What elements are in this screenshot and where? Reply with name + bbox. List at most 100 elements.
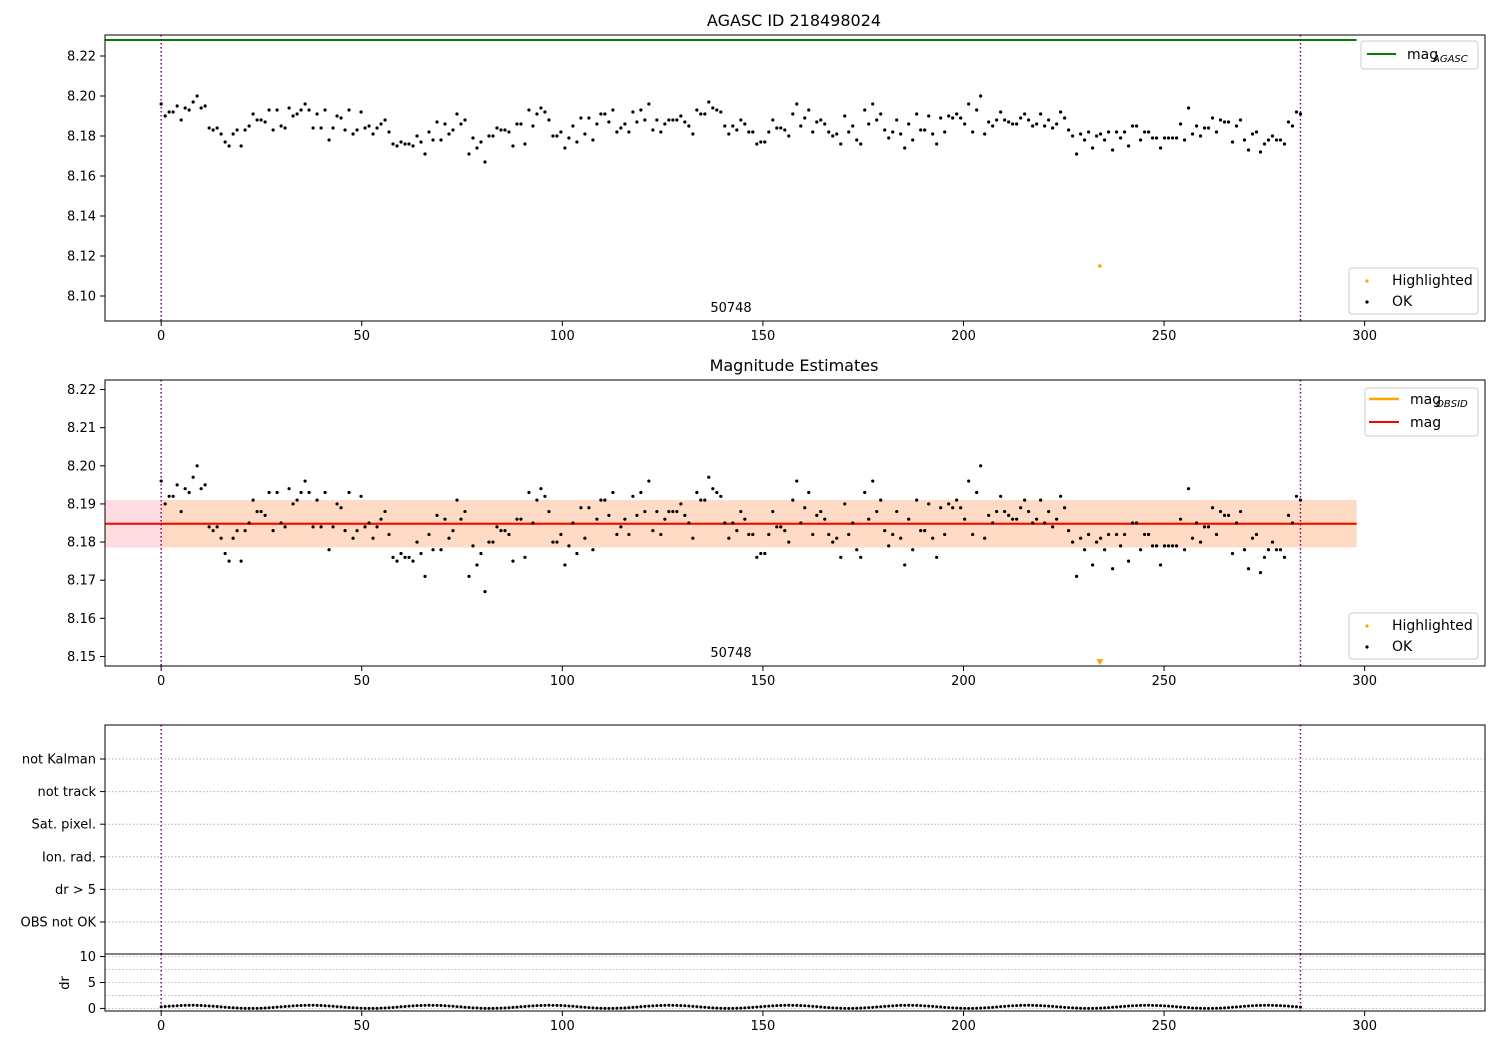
ok-point	[787, 540, 791, 544]
ok-point	[907, 122, 911, 126]
ok-point	[851, 521, 855, 525]
ok-point	[815, 120, 819, 124]
ok-point	[1286, 513, 1291, 517]
ok-point	[287, 106, 291, 110]
ok-point	[1206, 525, 1211, 529]
ok-point	[723, 124, 727, 128]
mag-obs-annotation: 50748	[710, 646, 751, 661]
ok-point	[1075, 574, 1079, 578]
dr-point	[1254, 1004, 1258, 1008]
ok-point	[675, 509, 679, 514]
ok-point	[423, 574, 427, 578]
dr-point	[359, 1006, 363, 1010]
ok-point	[615, 532, 619, 537]
ok-point	[1110, 567, 1115, 571]
ok-point	[575, 551, 579, 556]
dr-point	[1035, 1003, 1039, 1007]
ok-point	[395, 144, 399, 148]
dr-point	[675, 1003, 679, 1007]
ok-point	[247, 124, 251, 128]
ok-point	[1094, 134, 1099, 138]
ok-point	[1158, 146, 1163, 150]
dr-point	[627, 1006, 631, 1010]
ok-point	[211, 529, 215, 533]
mag-legend-ok: OK	[1392, 639, 1413, 655]
ok-point	[663, 517, 667, 521]
ok-point	[1007, 513, 1011, 517]
ok-point	[747, 130, 751, 134]
dr-point	[1282, 1004, 1286, 1008]
ok-point	[719, 110, 723, 114]
dr-point	[531, 1004, 535, 1008]
ok-point	[287, 487, 291, 491]
dr-point	[1175, 1005, 1179, 1009]
ok-point	[315, 498, 319, 502]
ok-point	[347, 490, 351, 495]
ok-point	[979, 94, 983, 98]
ok-point	[1230, 140, 1235, 144]
ok-point	[363, 525, 367, 529]
ok-point	[303, 479, 307, 483]
ok-point	[1174, 544, 1179, 548]
dr-point	[987, 1006, 991, 1010]
ok-point	[567, 136, 571, 140]
ok-point	[279, 124, 283, 128]
ok-point	[1194, 124, 1199, 128]
dr-point	[1131, 1004, 1135, 1008]
ok-point	[463, 118, 467, 122]
dr-point	[175, 1004, 179, 1008]
ok-point	[179, 118, 183, 122]
ok-point	[495, 126, 499, 130]
ok-point	[1178, 517, 1183, 521]
dr-point	[615, 1006, 619, 1010]
ok-point	[787, 134, 791, 138]
dr-point	[431, 1003, 435, 1007]
dr-point	[1163, 1004, 1167, 1008]
dr-point	[603, 1006, 607, 1010]
dr-point	[303, 1003, 307, 1007]
ok-point	[375, 126, 379, 130]
dr-point	[723, 1006, 727, 1010]
ok-point	[215, 525, 219, 529]
dr-point	[311, 1003, 315, 1007]
dr-point	[1063, 1005, 1067, 1009]
ok-point	[291, 502, 295, 506]
ok-point	[1202, 525, 1207, 529]
dr-point	[1286, 1004, 1290, 1008]
ok-point	[227, 559, 231, 563]
dr-point	[323, 1004, 327, 1008]
dr-point	[1095, 1006, 1099, 1010]
ok-point	[231, 536, 235, 540]
dr-point	[1039, 1004, 1043, 1008]
ok-point	[891, 532, 895, 537]
ok-point	[1150, 136, 1155, 140]
x-tick-label: 300	[1352, 329, 1377, 344]
ok-point	[975, 490, 979, 495]
ok-point	[1090, 563, 1095, 567]
ok-point	[851, 124, 855, 128]
ok-point	[363, 126, 367, 130]
ok-point	[1238, 118, 1243, 122]
dr-point	[387, 1006, 391, 1010]
dr-point	[215, 1005, 219, 1009]
dr-point	[475, 1006, 479, 1010]
dr-point	[279, 1005, 283, 1009]
ok-point	[831, 134, 835, 138]
ok-point	[247, 521, 251, 525]
ok-point	[547, 118, 551, 122]
ok-point	[1051, 525, 1055, 529]
dr-point	[647, 1004, 651, 1008]
dr-point	[211, 1004, 215, 1008]
ok-point	[371, 132, 375, 136]
ok-point	[639, 490, 643, 495]
ok-point	[743, 517, 747, 521]
ok-point	[667, 118, 671, 122]
dr-point	[1179, 1005, 1183, 1009]
ok-point	[243, 529, 247, 533]
dr-point	[555, 1003, 559, 1007]
dr-point	[943, 1005, 947, 1009]
dr-point	[255, 1006, 259, 1010]
dr-point	[507, 1006, 511, 1010]
y-tick-label: 8.18	[67, 536, 96, 551]
dr-point	[767, 1004, 771, 1008]
